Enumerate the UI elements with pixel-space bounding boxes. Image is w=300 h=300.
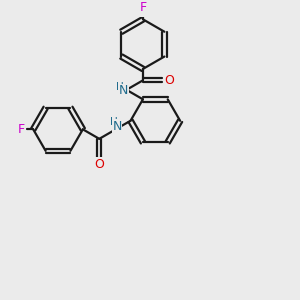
Text: H: H <box>110 117 118 127</box>
Text: F: F <box>140 1 146 14</box>
Text: F: F <box>18 123 25 136</box>
Text: N: N <box>112 120 122 133</box>
Text: O: O <box>94 158 104 171</box>
Text: H: H <box>116 82 124 92</box>
Text: N: N <box>119 84 128 97</box>
Text: O: O <box>164 74 174 87</box>
